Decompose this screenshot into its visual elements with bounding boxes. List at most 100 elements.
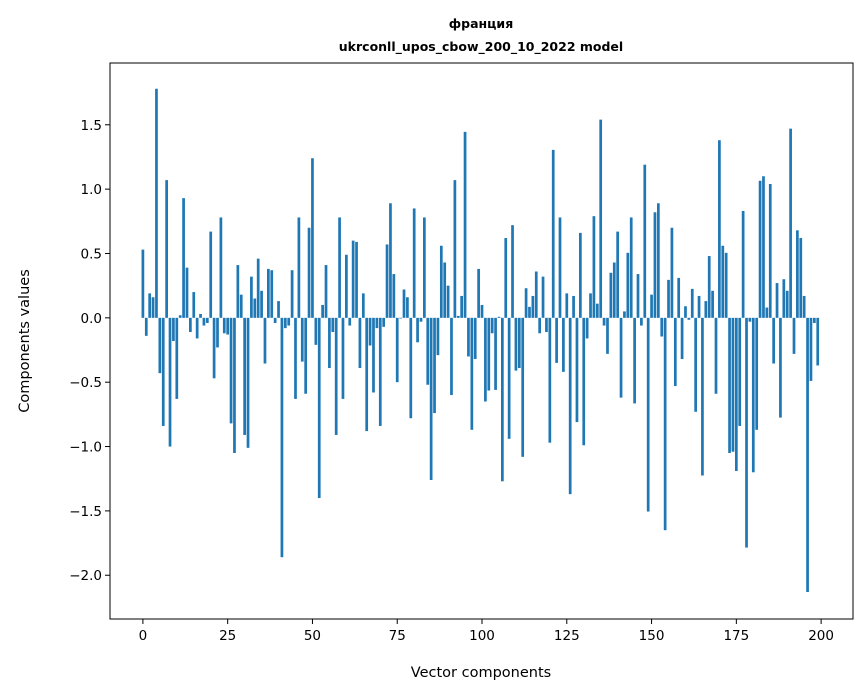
y-tick-label: −2.0 (69, 568, 102, 584)
bar (534, 271, 538, 318)
bar (168, 317, 172, 447)
bar (660, 317, 664, 337)
bar (239, 294, 243, 318)
plot-frame (109, 62, 854, 620)
bars-group (141, 88, 820, 592)
bar (470, 317, 474, 430)
bar (762, 176, 765, 318)
bar (538, 317, 542, 334)
bar (368, 317, 372, 346)
bar (250, 276, 253, 318)
bar (616, 231, 620, 318)
bar (419, 317, 423, 322)
bar (623, 311, 626, 318)
bar (626, 252, 630, 318)
bar (656, 203, 660, 318)
bar (307, 227, 311, 318)
bar (521, 317, 525, 457)
bar (572, 295, 575, 318)
x-tick-label: 175 (723, 628, 749, 644)
bar (365, 317, 369, 432)
bar (290, 270, 294, 318)
bar (809, 317, 813, 381)
bar (687, 317, 691, 320)
bar (718, 140, 721, 318)
bar (545, 317, 548, 332)
bar (202, 317, 206, 326)
x-axis-label: Vector components (411, 665, 551, 681)
bar (314, 317, 318, 345)
bar (236, 265, 240, 318)
bar (490, 317, 494, 334)
bar (724, 252, 728, 318)
bar (165, 180, 168, 318)
bar (406, 297, 409, 318)
bar (399, 317, 402, 319)
bar (372, 317, 375, 393)
bar (507, 317, 511, 439)
bar (602, 317, 606, 326)
bar (568, 317, 572, 495)
bar (677, 277, 681, 318)
bar (209, 231, 213, 318)
bar (280, 317, 284, 558)
bar (704, 301, 708, 318)
bar (416, 317, 419, 343)
bar (222, 317, 226, 334)
bar (317, 317, 321, 499)
bar (351, 240, 355, 318)
bar (663, 317, 667, 531)
bar (497, 316, 501, 318)
bar (562, 317, 565, 372)
bar (555, 317, 558, 363)
bar (500, 317, 504, 482)
bar (151, 297, 155, 318)
bar (311, 158, 314, 318)
bar (734, 317, 738, 471)
bar (331, 317, 335, 332)
bar (575, 317, 579, 423)
bar (511, 225, 514, 318)
bar (551, 149, 555, 318)
bar (599, 119, 603, 318)
bar (321, 304, 324, 318)
bar (429, 317, 433, 480)
y-tick-label: 1.5 (81, 118, 102, 134)
x-tick-label: 75 (389, 628, 406, 644)
bar (426, 317, 430, 385)
bar (772, 317, 776, 364)
bar (799, 238, 803, 318)
bar (185, 267, 189, 318)
bar (355, 241, 358, 318)
bar (341, 317, 345, 399)
bar (585, 317, 589, 339)
bar (277, 301, 280, 318)
bar (796, 230, 799, 318)
bar (701, 317, 704, 476)
bar (816, 317, 820, 366)
bar (514, 317, 518, 371)
bar (436, 317, 440, 356)
bar (578, 232, 582, 318)
bar (212, 317, 216, 379)
bar (385, 244, 389, 318)
bar (402, 289, 406, 318)
bar (467, 317, 470, 357)
bar (673, 317, 677, 387)
bar (694, 317, 698, 412)
bar (324, 265, 328, 318)
bar (619, 317, 623, 398)
bar (253, 298, 257, 318)
bar (358, 317, 362, 369)
bar (690, 288, 694, 318)
bar (728, 317, 731, 453)
bar (792, 317, 796, 354)
bar (395, 317, 399, 383)
bar (182, 198, 185, 318)
bar (721, 245, 725, 318)
y-tick-label: −1.5 (69, 504, 102, 520)
bar (175, 317, 179, 399)
bar (751, 317, 755, 473)
bar (423, 217, 426, 318)
